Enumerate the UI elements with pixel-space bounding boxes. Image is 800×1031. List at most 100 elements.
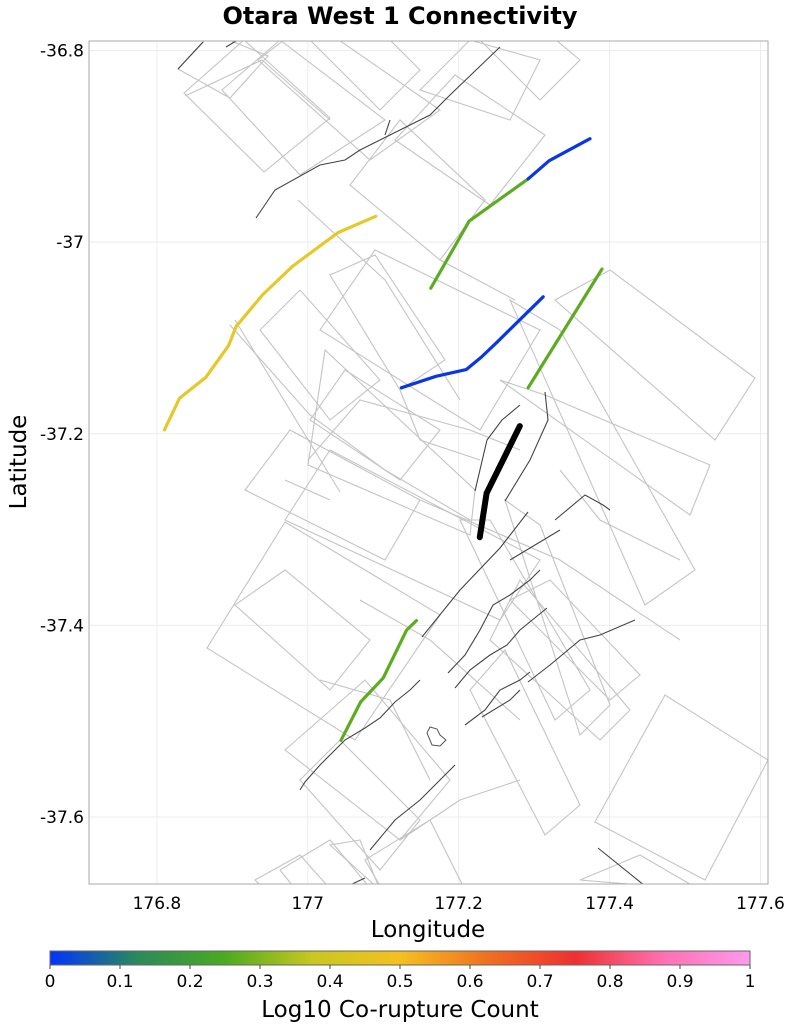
colorbar-ticks: 0 0.1 0.2 0.3 0.4 0.5 0.6 0.7 0.8 0.9 1 [45, 965, 756, 992]
fault-trace [474, 404, 521, 492]
y-tick-label: -37 [56, 233, 84, 253]
colorbar-tick-label: 0.1 [106, 972, 133, 992]
colorbar-label: Log10 Co-rupture Count [261, 997, 538, 1023]
rupture-plane-edge [399, 779, 521, 841]
fault-trace [177, 41, 204, 70]
corupture-fault-trace [162, 214, 378, 432]
corupture-traces [162, 137, 604, 742]
rupture-plane [319, 249, 541, 431]
colorbar-tick-label: 0.3 [246, 972, 273, 992]
colorbar-tick-label: 0.6 [456, 972, 483, 992]
rupture-plane-edge [559, 469, 681, 561]
x-tick-label: 177 [292, 894, 324, 914]
rupture-plane [284, 449, 541, 621]
rupture-plane-edge [419, 499, 681, 641]
rupture-plane-edge [319, 679, 431, 781]
rupture-plane [234, 569, 371, 691]
plot-background [89, 41, 768, 884]
rupture-plane [328, 839, 379, 884]
y-axis-ticks: -36.8 -37 -37.2 -37.4 -37.6 [40, 42, 84, 828]
fault-trace [447, 569, 541, 674]
x-axis-ticks: 176.8 177 177.2 177.4 177.6 [133, 894, 785, 914]
rupture-plane [364, 819, 463, 884]
rupture-plane [418, 41, 541, 121]
fault-trace [481, 689, 521, 718]
colorbar-tick-label: 0.7 [526, 972, 553, 992]
rupture-plane [509, 579, 641, 701]
colorbar-tick-label: 0 [45, 972, 56, 992]
fault-trace [464, 671, 531, 726]
rupture-plane-edge [359, 599, 521, 721]
fault-trace [225, 41, 237, 48]
rupture-plane [394, 74, 546, 206]
corupture-fault-trace [526, 137, 592, 181]
y-tick-label: -37.2 [40, 425, 84, 445]
rupture-plane [284, 679, 451, 841]
rupture-plane [480, 41, 581, 101]
fault-trace [384, 119, 391, 136]
corupture-fault-trace [399, 295, 545, 390]
fault-trace [255, 46, 501, 219]
corupture-fault-trace [339, 618, 418, 742]
x-tick-label: 177.6 [736, 894, 785, 914]
y-axis-label: Latitude [6, 415, 32, 510]
rupture-plane-edge [297, 199, 461, 401]
rupture-plane [349, 119, 486, 261]
fault-trace [299, 679, 421, 791]
x-tick-label: 177.2 [434, 894, 483, 914]
rupture-plane [221, 41, 386, 176]
colorbar-tick-label: 0.2 [176, 972, 203, 992]
fault-trace [504, 391, 549, 502]
rupture-plane-edge [229, 324, 471, 521]
corupture-fault-trace [429, 177, 530, 290]
rupture-plane [310, 41, 421, 111]
rupture-plane-edge [399, 389, 481, 461]
fault-trace [369, 764, 456, 851]
rupture-plane-edge [307, 399, 521, 461]
rupture-plane [299, 739, 421, 871]
fault-trace [421, 511, 529, 638]
rupture-plane-edge [234, 319, 341, 493]
corupture-fault-trace [526, 267, 604, 390]
y-tick-label: -37.4 [40, 616, 84, 636]
x-axis-label: Longitude [371, 917, 485, 943]
y-tick-label: -37.6 [40, 808, 84, 828]
chart-title: Otara West 1 Connectivity [222, 2, 578, 30]
fault-trace [527, 619, 636, 683]
rupture-plane [579, 854, 691, 884]
rupture-plane [329, 254, 446, 391]
rupture-plane [254, 854, 327, 884]
colorbar [49, 950, 751, 966]
rupture-plane [279, 839, 368, 884]
x-tick-label: 177.4 [585, 894, 634, 914]
colorbar-tick-label: 0.5 [386, 972, 413, 992]
source-fault-trace [476, 423, 523, 541]
grid-lines [89, 41, 768, 884]
rupture-plane [183, 41, 331, 173]
fault-trace [509, 529, 561, 561]
rupture-plane [489, 579, 631, 741]
fault-trace [454, 607, 548, 689]
colorbar-tick-label: 0.4 [316, 972, 343, 992]
plot-frame [88, 40, 769, 885]
y-tick-label: -36.8 [40, 42, 84, 62]
fault-trace [554, 494, 611, 521]
rupture-plane-edge [439, 259, 516, 301]
fault-traces [177, 41, 644, 884]
rupture-plane [257, 41, 441, 161]
rupture-plane [594, 694, 768, 881]
colorbar-tick-label: 1 [745, 972, 756, 992]
rupture-plane [499, 379, 711, 516]
fault-trace [597, 847, 644, 884]
rupture-plane [554, 269, 756, 441]
rupture-plane [503, 498, 611, 737]
x-tick-label: 176.8 [133, 894, 182, 914]
colorbar-tick-label: 0.8 [596, 972, 623, 992]
rupture-plane [469, 649, 581, 836]
rupture-plane [259, 289, 381, 421]
rupture-plane-edge [284, 479, 331, 501]
colorbar-tick-label: 0.9 [666, 972, 693, 992]
island-outline [426, 726, 447, 747]
rupture-plane [309, 369, 441, 481]
